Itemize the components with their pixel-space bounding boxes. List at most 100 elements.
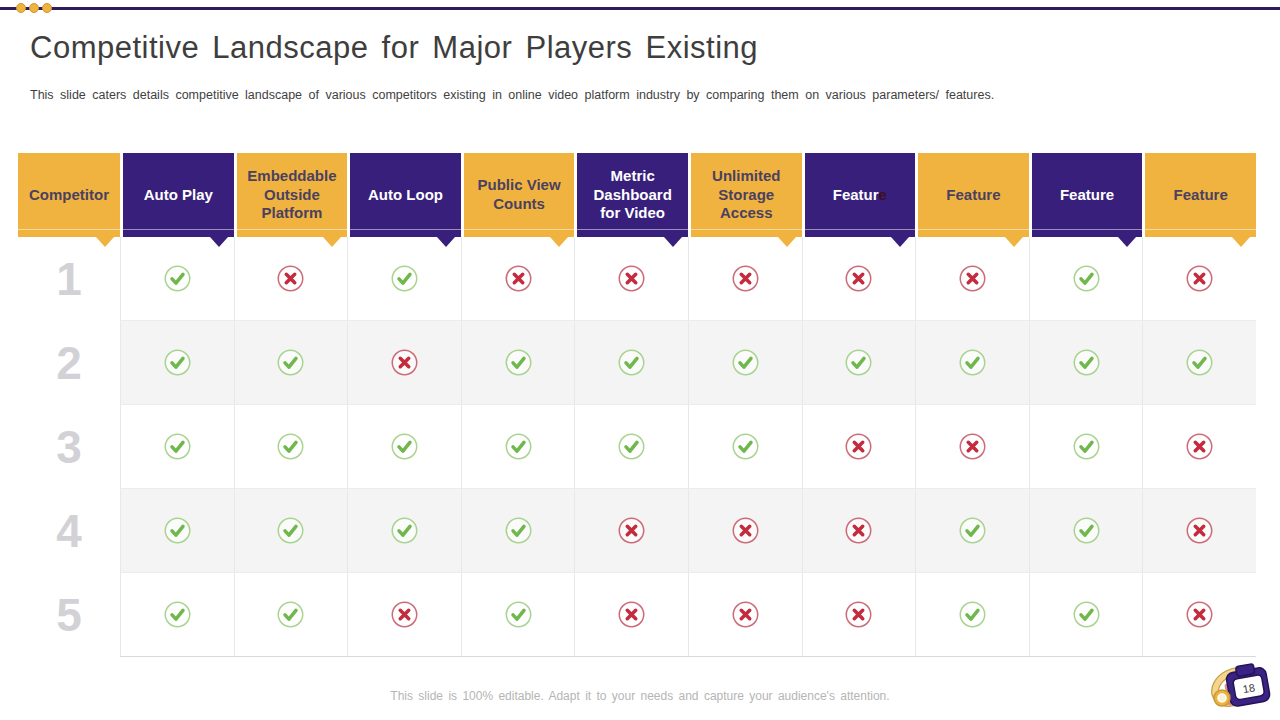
competitor-number: 3 [18, 405, 120, 489]
feature-cell [1029, 405, 1143, 488]
cross-circle-icon [959, 265, 986, 292]
check-circle-icon [732, 433, 759, 460]
feature-cell [1142, 237, 1256, 320]
feature-cell [234, 237, 348, 320]
check-circle-icon [1073, 265, 1100, 292]
feature-cell [461, 405, 575, 488]
check-circle-icon [164, 433, 191, 460]
table-row: 3 [18, 405, 1256, 489]
column-header-label: Auto Loop [368, 186, 443, 205]
column-header-competitor: Competitor [18, 153, 120, 237]
feature-cell [802, 321, 916, 404]
check-circle-icon [505, 433, 532, 460]
feature-cell [347, 405, 461, 488]
check-circle-icon [959, 517, 986, 544]
column-header-auto-play: Auto Play [123, 153, 234, 237]
feature-cell [1142, 489, 1256, 572]
feature-cell [574, 405, 688, 488]
feature-cell [234, 321, 348, 404]
check-circle-icon [732, 349, 759, 376]
check-circle-icon [505, 601, 532, 628]
feature-cell [574, 321, 688, 404]
feature-cell [915, 405, 1029, 488]
column-header-embeddable-outside-platform: Embeddable Outside Platform [237, 153, 348, 237]
check-circle-icon [391, 517, 418, 544]
competitor-number: 5 [18, 573, 120, 657]
feature-cell [915, 573, 1029, 656]
feature-cell [802, 237, 916, 320]
feature-cell [688, 405, 802, 488]
column-header-label: Public View Counts [469, 176, 570, 214]
cross-circle-icon [1186, 433, 1213, 460]
column-header-unlimited-storage-access: Unlimited Storage Access [691, 153, 802, 237]
cross-circle-icon [618, 601, 645, 628]
feature-cell [574, 237, 688, 320]
feature-cell [688, 489, 802, 572]
check-circle-icon [959, 349, 986, 376]
feature-cell [1029, 321, 1143, 404]
column-header-feature: Feature [1032, 153, 1143, 237]
feature-cell [347, 573, 461, 656]
cross-circle-icon [618, 265, 645, 292]
check-circle-icon [505, 349, 532, 376]
page-number: 18 [1242, 681, 1256, 695]
feature-cell [688, 321, 802, 404]
feature-cell [120, 321, 234, 404]
cross-circle-icon [959, 433, 986, 460]
check-circle-icon [618, 349, 645, 376]
feature-cell [461, 321, 575, 404]
check-circle-icon [277, 601, 304, 628]
feature-cell [120, 237, 234, 320]
column-header-label: Metric Dashboard for Video [582, 167, 683, 223]
check-circle-icon [164, 517, 191, 544]
feature-cell [688, 573, 802, 656]
feature-cell [120, 489, 234, 572]
feature-cell [1142, 321, 1256, 404]
feature-cell [802, 573, 916, 656]
competitive-landscape-table: CompetitorAuto PlayEmbeddable Outside Pl… [18, 153, 1256, 657]
feature-cell [234, 573, 348, 656]
feature-cell [234, 489, 348, 572]
column-header-metric-dashboard-for-video: Metric Dashboard for Video [577, 153, 688, 237]
cross-circle-icon [732, 601, 759, 628]
column-header-label: Feature [1060, 186, 1114, 205]
check-circle-icon [505, 517, 532, 544]
check-circle-icon [391, 265, 418, 292]
check-circle-icon [618, 433, 645, 460]
cross-circle-icon [391, 601, 418, 628]
feature-cell [120, 405, 234, 488]
cross-circle-icon [845, 517, 872, 544]
column-header-label: Feature [833, 186, 887, 205]
feature-cell [234, 405, 348, 488]
check-circle-icon [277, 517, 304, 544]
feature-cell [915, 489, 1029, 572]
check-circle-icon [845, 349, 872, 376]
check-circle-icon [1073, 433, 1100, 460]
competitor-number: 2 [18, 321, 120, 405]
feature-cell [574, 489, 688, 572]
check-circle-icon [277, 433, 304, 460]
feature-cell [802, 405, 916, 488]
cross-circle-icon [732, 517, 759, 544]
dot-icon [16, 3, 26, 13]
cross-circle-icon [845, 601, 872, 628]
check-circle-icon [1073, 517, 1100, 544]
column-header-feature: Feature [805, 153, 916, 237]
feature-cell [915, 237, 1029, 320]
cross-circle-icon [732, 265, 759, 292]
check-circle-icon [164, 265, 191, 292]
check-circle-icon [277, 349, 304, 376]
table-body: 12345 [18, 237, 1256, 657]
feature-cell [802, 489, 916, 572]
dot-icon [42, 3, 52, 13]
dot-icon [29, 3, 39, 13]
cross-circle-icon [1186, 517, 1213, 544]
column-header-feature: Feature [918, 153, 1029, 237]
slide: Competitive Landscape for Major Players … [0, 0, 1280, 720]
feature-cell [1142, 405, 1256, 488]
feature-cell [347, 489, 461, 572]
column-header-auto-loop: Auto Loop [350, 153, 461, 237]
check-circle-icon [164, 601, 191, 628]
row-cells [120, 489, 1256, 573]
check-circle-icon [1073, 601, 1100, 628]
